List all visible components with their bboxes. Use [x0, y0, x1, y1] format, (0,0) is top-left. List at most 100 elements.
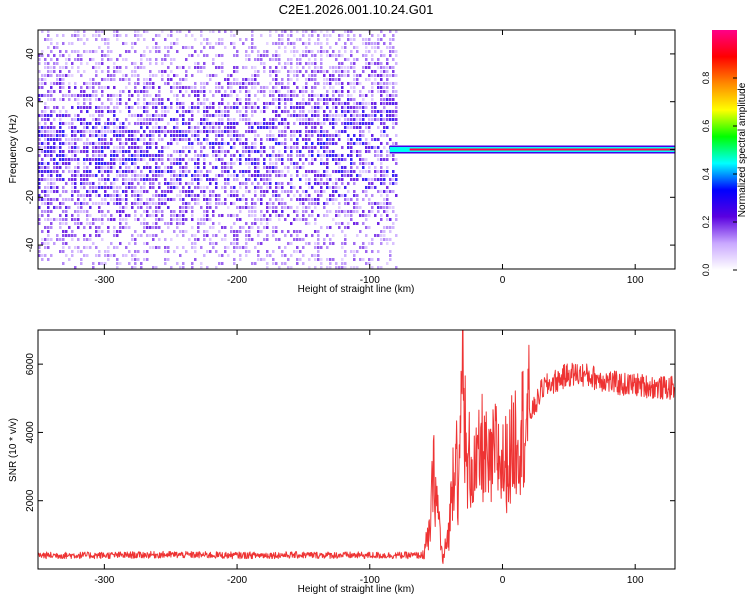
spectrogram-cell [173, 138, 176, 141]
spectrogram-cell [62, 106, 65, 109]
spectrogram-cell [182, 130, 185, 133]
spectrogram-cell [197, 230, 200, 233]
spectrogram-cell [143, 154, 146, 157]
spectrogram-cell [389, 250, 392, 253]
spectrogram-cell [155, 46, 158, 49]
spectrogram-cell [248, 118, 251, 121]
spectrogram-cell [245, 230, 248, 233]
spectrogram-cell [188, 94, 191, 97]
spectrogram-cell [65, 110, 68, 113]
spectrogram-cell [83, 150, 86, 153]
spectrogram-cell [77, 158, 80, 161]
spectrogram-cell [188, 202, 191, 205]
spectrogram-cell [260, 210, 263, 213]
spectrogram-cell [281, 198, 284, 201]
spectrogram-cell [83, 98, 86, 101]
spectrogram-cell [59, 166, 62, 169]
spectrogram-cell [221, 142, 224, 145]
spectrogram-cell [83, 238, 86, 241]
spectrogram-cell [323, 170, 326, 173]
spectrogram-cell [77, 246, 80, 249]
spectrogram-cell [242, 42, 245, 45]
spectrogram-cell [101, 162, 104, 165]
spectrogram-cell [311, 70, 314, 73]
spectrogram-cell [92, 222, 95, 225]
spectrogram-cell [395, 118, 398, 121]
spectrogram-cell [134, 86, 137, 89]
spectrogram-cell [161, 126, 164, 129]
spectrogram-cell [164, 222, 167, 225]
spectrogram-cell [266, 122, 269, 125]
spectrogram-cell [125, 198, 128, 201]
spectrogram-cell [101, 202, 104, 205]
spectrogram-cell [308, 162, 311, 165]
spectrogram-cell [287, 34, 290, 37]
spectrogram-cell [50, 86, 53, 89]
spectrogram-cell [212, 126, 215, 129]
spectrogram-cell [137, 218, 140, 221]
spectrogram-cell [41, 162, 44, 165]
spectrogram-cell [92, 134, 95, 137]
spectrogram-cell [239, 162, 242, 165]
spectrogram-cell [203, 106, 206, 109]
spectrogram-cell [383, 158, 386, 161]
spectrogram-cell [47, 146, 50, 149]
spectrogram-cell [380, 238, 383, 241]
spectrogram-cell [134, 130, 137, 133]
spectrogram-cell [233, 250, 236, 253]
spectrogram-cell [362, 114, 365, 117]
spectrogram-cell [119, 102, 122, 105]
spectrogram-cell [62, 78, 65, 81]
spectrogram-cell [95, 122, 98, 125]
spectrogram-cell [89, 114, 92, 117]
spectrogram-cell [77, 194, 80, 197]
spectrogram-cell [365, 78, 368, 81]
spectrogram-cell [341, 194, 344, 197]
spectrogram-cell [365, 214, 368, 217]
spectrogram-cell [128, 170, 131, 173]
spectrogram-cell [101, 90, 104, 93]
spectrogram-cell [185, 122, 188, 125]
spectrogram-cell [194, 202, 197, 205]
spectrogram-cell [167, 222, 170, 225]
spectrogram-cell [182, 234, 185, 237]
spectrogram-cell [371, 238, 374, 241]
spectrogram-cell [302, 202, 305, 205]
spectrogram-cell [47, 142, 50, 145]
spectrogram-cell [179, 30, 182, 33]
spectrogram-cell [47, 74, 50, 77]
spectrogram-cell [158, 246, 161, 249]
spectrogram-cell [122, 170, 125, 173]
spectrogram-cell [140, 234, 143, 237]
spectrogram-cell [128, 250, 131, 253]
spectrogram-cell [296, 62, 299, 65]
spectrogram-cell [74, 234, 77, 237]
snr-x-tick-label: -100 [360, 575, 380, 586]
spectrogram-cell [335, 70, 338, 73]
spectrogram-cell [101, 58, 104, 61]
spectrogram-cell [62, 66, 65, 69]
spectrogram-cell [38, 246, 41, 249]
spectrogram-cell [68, 42, 71, 45]
spectrogram-cell [167, 258, 170, 261]
spectrogram-cell [167, 158, 170, 161]
spectrogram-cell [206, 74, 209, 77]
spectrogram-cell [38, 58, 41, 61]
spectrogram-cell [170, 34, 173, 37]
spectrogram-cell [59, 118, 62, 121]
spectrogram-cell [134, 174, 137, 177]
spectrogram-cell [50, 66, 53, 69]
spectrogram-cell [125, 58, 128, 61]
spectrogram-cell [341, 102, 344, 105]
spectrogram-cell [140, 66, 143, 69]
spectrogram-cell [50, 130, 53, 133]
spectrogram-cell [167, 106, 170, 109]
spectrogram-cell [200, 170, 203, 173]
spectrogram-cell [368, 202, 371, 205]
spectrogram-cell [179, 194, 182, 197]
spectrogram-cell [95, 34, 98, 37]
spectrogram-cell [233, 174, 236, 177]
spectrogram-cell [392, 174, 395, 177]
spectrogram-cell [134, 198, 137, 201]
spectrogram-cell [152, 202, 155, 205]
